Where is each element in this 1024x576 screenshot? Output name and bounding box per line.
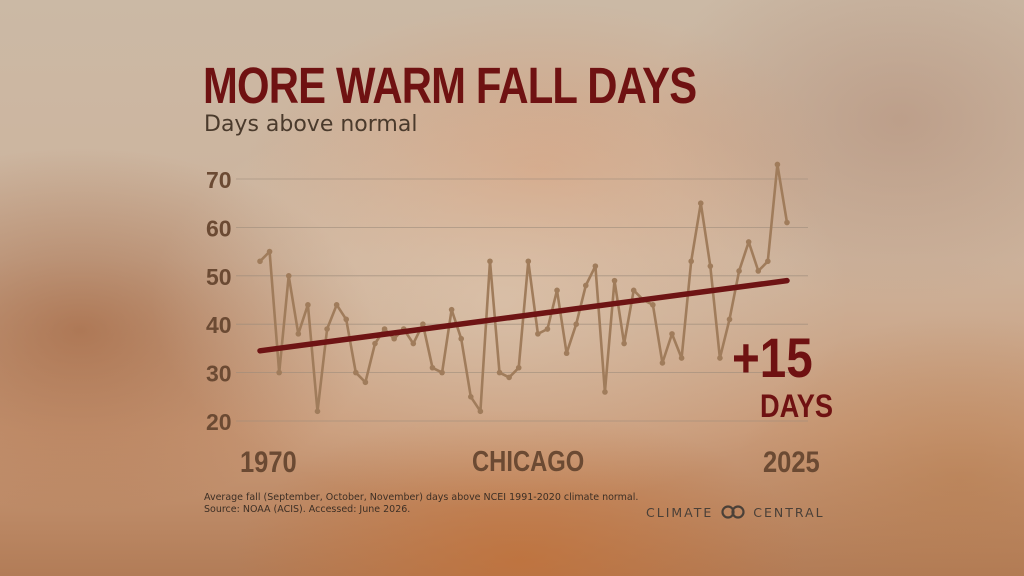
data-point-1992 bbox=[468, 394, 474, 400]
data-point-1989 bbox=[439, 369, 445, 376]
data-point-2021 bbox=[745, 239, 752, 245]
data-point-1971 bbox=[266, 248, 273, 255]
data-point-1981 bbox=[362, 379, 369, 386]
data-point-2006 bbox=[602, 389, 608, 395]
data-point-1978 bbox=[333, 302, 340, 308]
change-unit: DAYS bbox=[760, 388, 834, 424]
data-point-2014 bbox=[678, 355, 685, 361]
data-point-1993 bbox=[477, 408, 484, 415]
data-point-1975 bbox=[305, 302, 311, 308]
data-point-1972 bbox=[276, 369, 282, 376]
data-point-1997 bbox=[515, 364, 522, 371]
data-point-2012 bbox=[659, 360, 666, 366]
y-axis-ticks: 20 30 40 50 60 70 bbox=[206, 167, 232, 435]
data-point-2023 bbox=[765, 258, 771, 265]
climate-central-logo: CLIMATE CENTRAL bbox=[646, 503, 825, 521]
data-point-2003 bbox=[573, 321, 579, 328]
data-point-2018 bbox=[717, 355, 723, 361]
data-point-1994 bbox=[487, 258, 493, 265]
change-value: +15 bbox=[732, 326, 813, 389]
y-tick-label-50: 50 bbox=[206, 264, 232, 290]
data-point-2013 bbox=[669, 331, 675, 337]
data-point-2025 bbox=[784, 219, 790, 226]
data-point-2011 bbox=[650, 302, 656, 308]
data-point-2001 bbox=[554, 287, 560, 294]
data-point-1983 bbox=[381, 326, 388, 332]
data-point-1976 bbox=[314, 408, 321, 415]
data-point-1998 bbox=[525, 258, 532, 265]
y-tick-label-60: 60 bbox=[206, 215, 232, 241]
data-point-1999 bbox=[535, 331, 541, 337]
data-series bbox=[257, 161, 790, 415]
data-point-1979 bbox=[343, 316, 350, 323]
chart-title: MORE WARM FALL DAYS bbox=[203, 57, 697, 114]
footnote-source: Source: NOAA (ACIS). Accessed: June 2026… bbox=[204, 504, 411, 515]
data-point-2015 bbox=[688, 258, 694, 265]
footnote-definition: Average fall (September, October, Novemb… bbox=[204, 492, 639, 503]
data-point-2009 bbox=[630, 287, 637, 294]
data-point-1987 bbox=[420, 321, 426, 328]
data-point-1988 bbox=[429, 364, 436, 371]
data-point-2017 bbox=[707, 263, 714, 269]
data-point-1984 bbox=[391, 335, 397, 342]
chart-subtitle: Days above normal bbox=[204, 112, 418, 137]
data-point-2004 bbox=[582, 282, 589, 289]
logo-text-left: CLIMATE bbox=[646, 504, 714, 520]
data-point-2024 bbox=[774, 161, 781, 168]
data-point-2005 bbox=[592, 263, 599, 269]
data-point-2002 bbox=[563, 350, 570, 357]
data-point-2022 bbox=[755, 268, 762, 274]
data-point-1980 bbox=[353, 369, 359, 376]
series-line bbox=[259, 163, 789, 413]
data-point-2008 bbox=[621, 340, 627, 347]
data-point-1991 bbox=[458, 335, 465, 342]
data-point-1974 bbox=[295, 331, 302, 337]
logo-text-right: CENTRAL bbox=[753, 504, 825, 520]
y-tick-label-20: 20 bbox=[206, 409, 232, 435]
data-point-1996 bbox=[506, 374, 512, 381]
data-point-1977 bbox=[324, 326, 330, 332]
x-label-start: 1970 bbox=[240, 446, 297, 479]
y-tick-label-40: 40 bbox=[206, 312, 232, 338]
trend-line-group bbox=[257, 277, 790, 354]
data-point-1970 bbox=[257, 258, 263, 265]
data-point-2007 bbox=[611, 277, 618, 284]
data-point-2016 bbox=[697, 200, 704, 206]
data-point-2020 bbox=[736, 268, 742, 274]
trend-line bbox=[257, 277, 790, 354]
location-label: CHICAGO bbox=[472, 446, 585, 478]
data-point-1973 bbox=[285, 273, 292, 279]
data-point-2000 bbox=[544, 326, 551, 332]
data-point-1986 bbox=[410, 340, 417, 347]
data-point-1990 bbox=[448, 306, 455, 313]
y-tick-label-70: 70 bbox=[206, 167, 232, 193]
grid-lines bbox=[236, 178, 808, 422]
y-tick-label-30: 30 bbox=[206, 361, 232, 387]
climate-central-logo-icon bbox=[721, 505, 745, 519]
data-point-2019 bbox=[726, 316, 733, 323]
x-label-end: 2025 bbox=[763, 446, 820, 479]
data-point-1982 bbox=[372, 340, 378, 347]
data-point-1995 bbox=[496, 369, 503, 376]
